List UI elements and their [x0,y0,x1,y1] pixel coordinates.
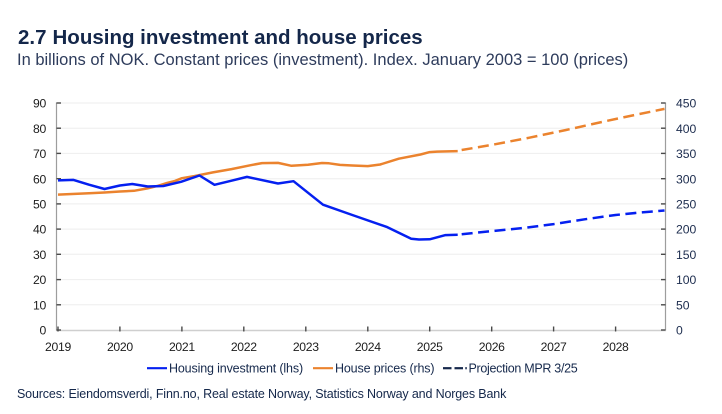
svg-text:400: 400 [676,122,697,136]
svg-text:Projection MPR 3/25: Projection MPR 3/25 [469,361,578,375]
svg-text:60: 60 [33,172,46,186]
svg-text:50: 50 [33,198,46,212]
svg-text:2021: 2021 [169,340,195,354]
svg-text:0: 0 [676,324,683,338]
svg-text:200: 200 [676,223,697,237]
svg-text:Housing investment (lhs): Housing investment (lhs) [169,361,303,375]
svg-text:2026: 2026 [479,340,505,354]
svg-text:20: 20 [33,273,46,287]
svg-text:2020: 2020 [107,340,133,354]
svg-text:300: 300 [676,172,697,186]
svg-text:0: 0 [40,324,47,338]
svg-text:350: 350 [676,147,697,161]
svg-text:House prices (rhs): House prices (rhs) [335,361,434,375]
svg-text:450: 450 [676,97,697,111]
svg-text:2025: 2025 [417,340,443,354]
svg-text:50: 50 [676,298,690,312]
svg-text:2028: 2028 [603,340,629,354]
svg-text:70: 70 [33,147,46,161]
svg-text:2022: 2022 [231,340,257,354]
svg-text:2027: 2027 [541,340,567,354]
svg-text:100: 100 [676,273,697,287]
svg-text:10: 10 [33,298,46,312]
svg-text:90: 90 [33,97,46,111]
svg-text:80: 80 [33,122,46,136]
svg-text:30: 30 [33,248,46,262]
svg-text:2023: 2023 [293,340,319,354]
svg-text:150: 150 [676,248,697,262]
svg-text:40: 40 [33,223,46,237]
svg-text:2024: 2024 [355,340,381,354]
svg-text:2019: 2019 [45,340,71,354]
svg-text:250: 250 [676,198,697,212]
